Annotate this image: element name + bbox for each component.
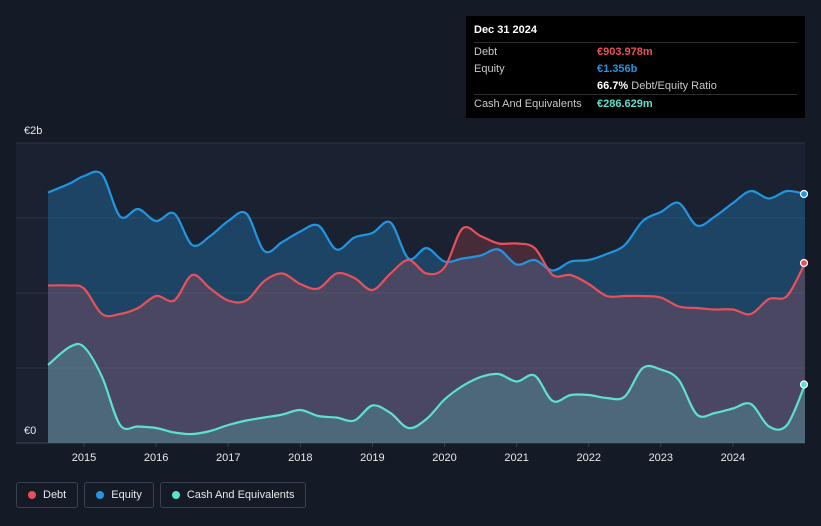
equity-line (47, 170, 806, 272)
debt-line (47, 226, 806, 318)
cash-dot-icon (171, 491, 180, 499)
equity-endpoint (799, 189, 809, 199)
x-tick-label-2020: 2020 (432, 452, 456, 464)
debt-dot-icon (28, 491, 36, 499)
tooltip-ratio-value: 66.7% Debt/Equity Ratio (597, 80, 717, 92)
tooltip-debt-value: €903.978m (597, 45, 653, 58)
tooltip-equity-label: Equity (474, 62, 505, 75)
tooltip-debt-label: Debt (474, 45, 498, 58)
tooltip-row-equity: Equity €1.356b (474, 60, 797, 77)
series-lines (47, 170, 807, 436)
debt-area (48, 227, 805, 443)
cash-and-equivalents-line (47, 342, 807, 436)
tooltip-row-cash: Cash And Equivalents €286.629m (474, 94, 797, 112)
x-tick-label-2016: 2016 (144, 452, 168, 464)
x-tick-label-2019: 2019 (360, 452, 384, 464)
data-tooltip: Dec 31 2024 Debt €903.978m Equity €1.356… (466, 16, 805, 118)
tooltip-equity-value: €1.356b (597, 62, 638, 75)
debt-endpoint (799, 258, 809, 268)
ratio-suffix: Debt/Equity Ratio (631, 79, 717, 92)
tooltip-cash-value: €286.629m (597, 97, 653, 110)
legend-equity-label: Equity (111, 489, 142, 501)
x-tick-label-2021: 2021 (504, 452, 528, 464)
x-axis-ticks: 2015 2016 2017 2018 2019 2020 2021 2022 2023 2024 (72, 443, 745, 464)
legend-item-cash[interactable]: Cash And Equivalents (159, 482, 307, 508)
legend-debt-label: Debt (43, 489, 67, 501)
equity-area (48, 171, 805, 443)
tooltip-cash-label: Cash And Equivalents (474, 97, 582, 110)
legend-item-debt[interactable]: Debt (16, 482, 79, 508)
x-tick-label-2023: 2023 (649, 452, 673, 464)
legend-item-equity[interactable]: Equity (84, 482, 154, 508)
x-tick-label-2017: 2017 (216, 452, 240, 464)
x-tick-label-2015: 2015 (72, 452, 96, 464)
x-tick-label-2022: 2022 (576, 452, 600, 464)
legend-cash-label: Cash And Equivalents (186, 489, 295, 501)
x-tick-label-2024: 2024 (721, 452, 745, 464)
ratio-number: 66.7% (597, 79, 629, 92)
tooltip-row-ratio: 66.7% Debt/Equity Ratio (474, 77, 797, 94)
equity-dot-icon (96, 491, 105, 499)
cash-and-equivalents-area (48, 343, 805, 443)
tooltip-date: Dec 31 2024 (474, 24, 537, 36)
series-areas (48, 171, 805, 443)
grid-lines (16, 142, 805, 444)
series-endpoints (799, 189, 809, 389)
legend: Debt Equity Cash And Equivalents (16, 482, 307, 508)
cash-and-equivalents-endpoint (799, 380, 809, 389)
tooltip-row-debt: Debt €903.978m (474, 42, 797, 60)
y-tick-bottom: €0 (24, 425, 37, 437)
y-tick-top: €2b (24, 125, 43, 137)
x-tick-label-2018: 2018 (288, 452, 312, 464)
